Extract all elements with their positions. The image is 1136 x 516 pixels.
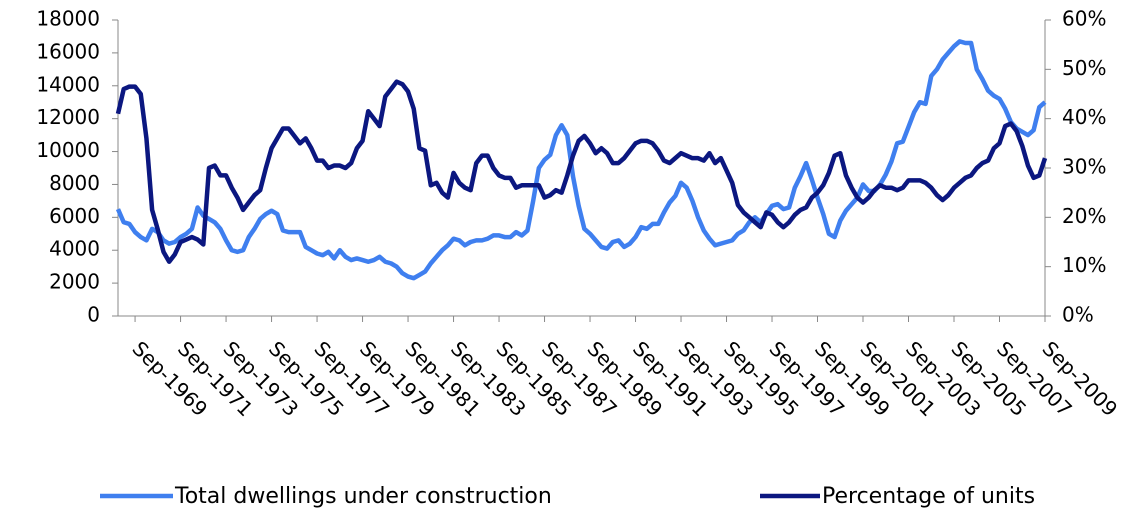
y2-tick-label: 10% bbox=[1062, 253, 1106, 277]
series-line bbox=[115, 79, 1048, 264]
y-tick-label: 16000 bbox=[36, 39, 100, 63]
legend-label: Total dwellings under construction bbox=[174, 484, 552, 509]
y-tick-label: 4000 bbox=[49, 237, 100, 261]
y-tick-label: 10000 bbox=[36, 138, 100, 162]
y-tick-label: 6000 bbox=[49, 204, 100, 228]
y-tick-label: 12000 bbox=[36, 105, 100, 129]
legend-label: Percentage of units bbox=[822, 484, 1035, 509]
y-tick-label: 0 bbox=[87, 303, 100, 327]
series-line bbox=[115, 39, 1047, 281]
y2-tick-label: 0% bbox=[1062, 303, 1094, 327]
y2-tick-label: 60% bbox=[1062, 7, 1106, 31]
y-tick-label: 8000 bbox=[49, 171, 100, 195]
y2-tick-label: 30% bbox=[1062, 155, 1106, 179]
y2-tick-label: 50% bbox=[1062, 56, 1106, 80]
y-tick-label: 2000 bbox=[49, 270, 100, 294]
y-tick-label: 18000 bbox=[36, 7, 100, 31]
y2-tick-label: 40% bbox=[1062, 105, 1106, 129]
y2-tick-label: 20% bbox=[1062, 204, 1106, 228]
y-tick-label: 14000 bbox=[36, 72, 100, 96]
